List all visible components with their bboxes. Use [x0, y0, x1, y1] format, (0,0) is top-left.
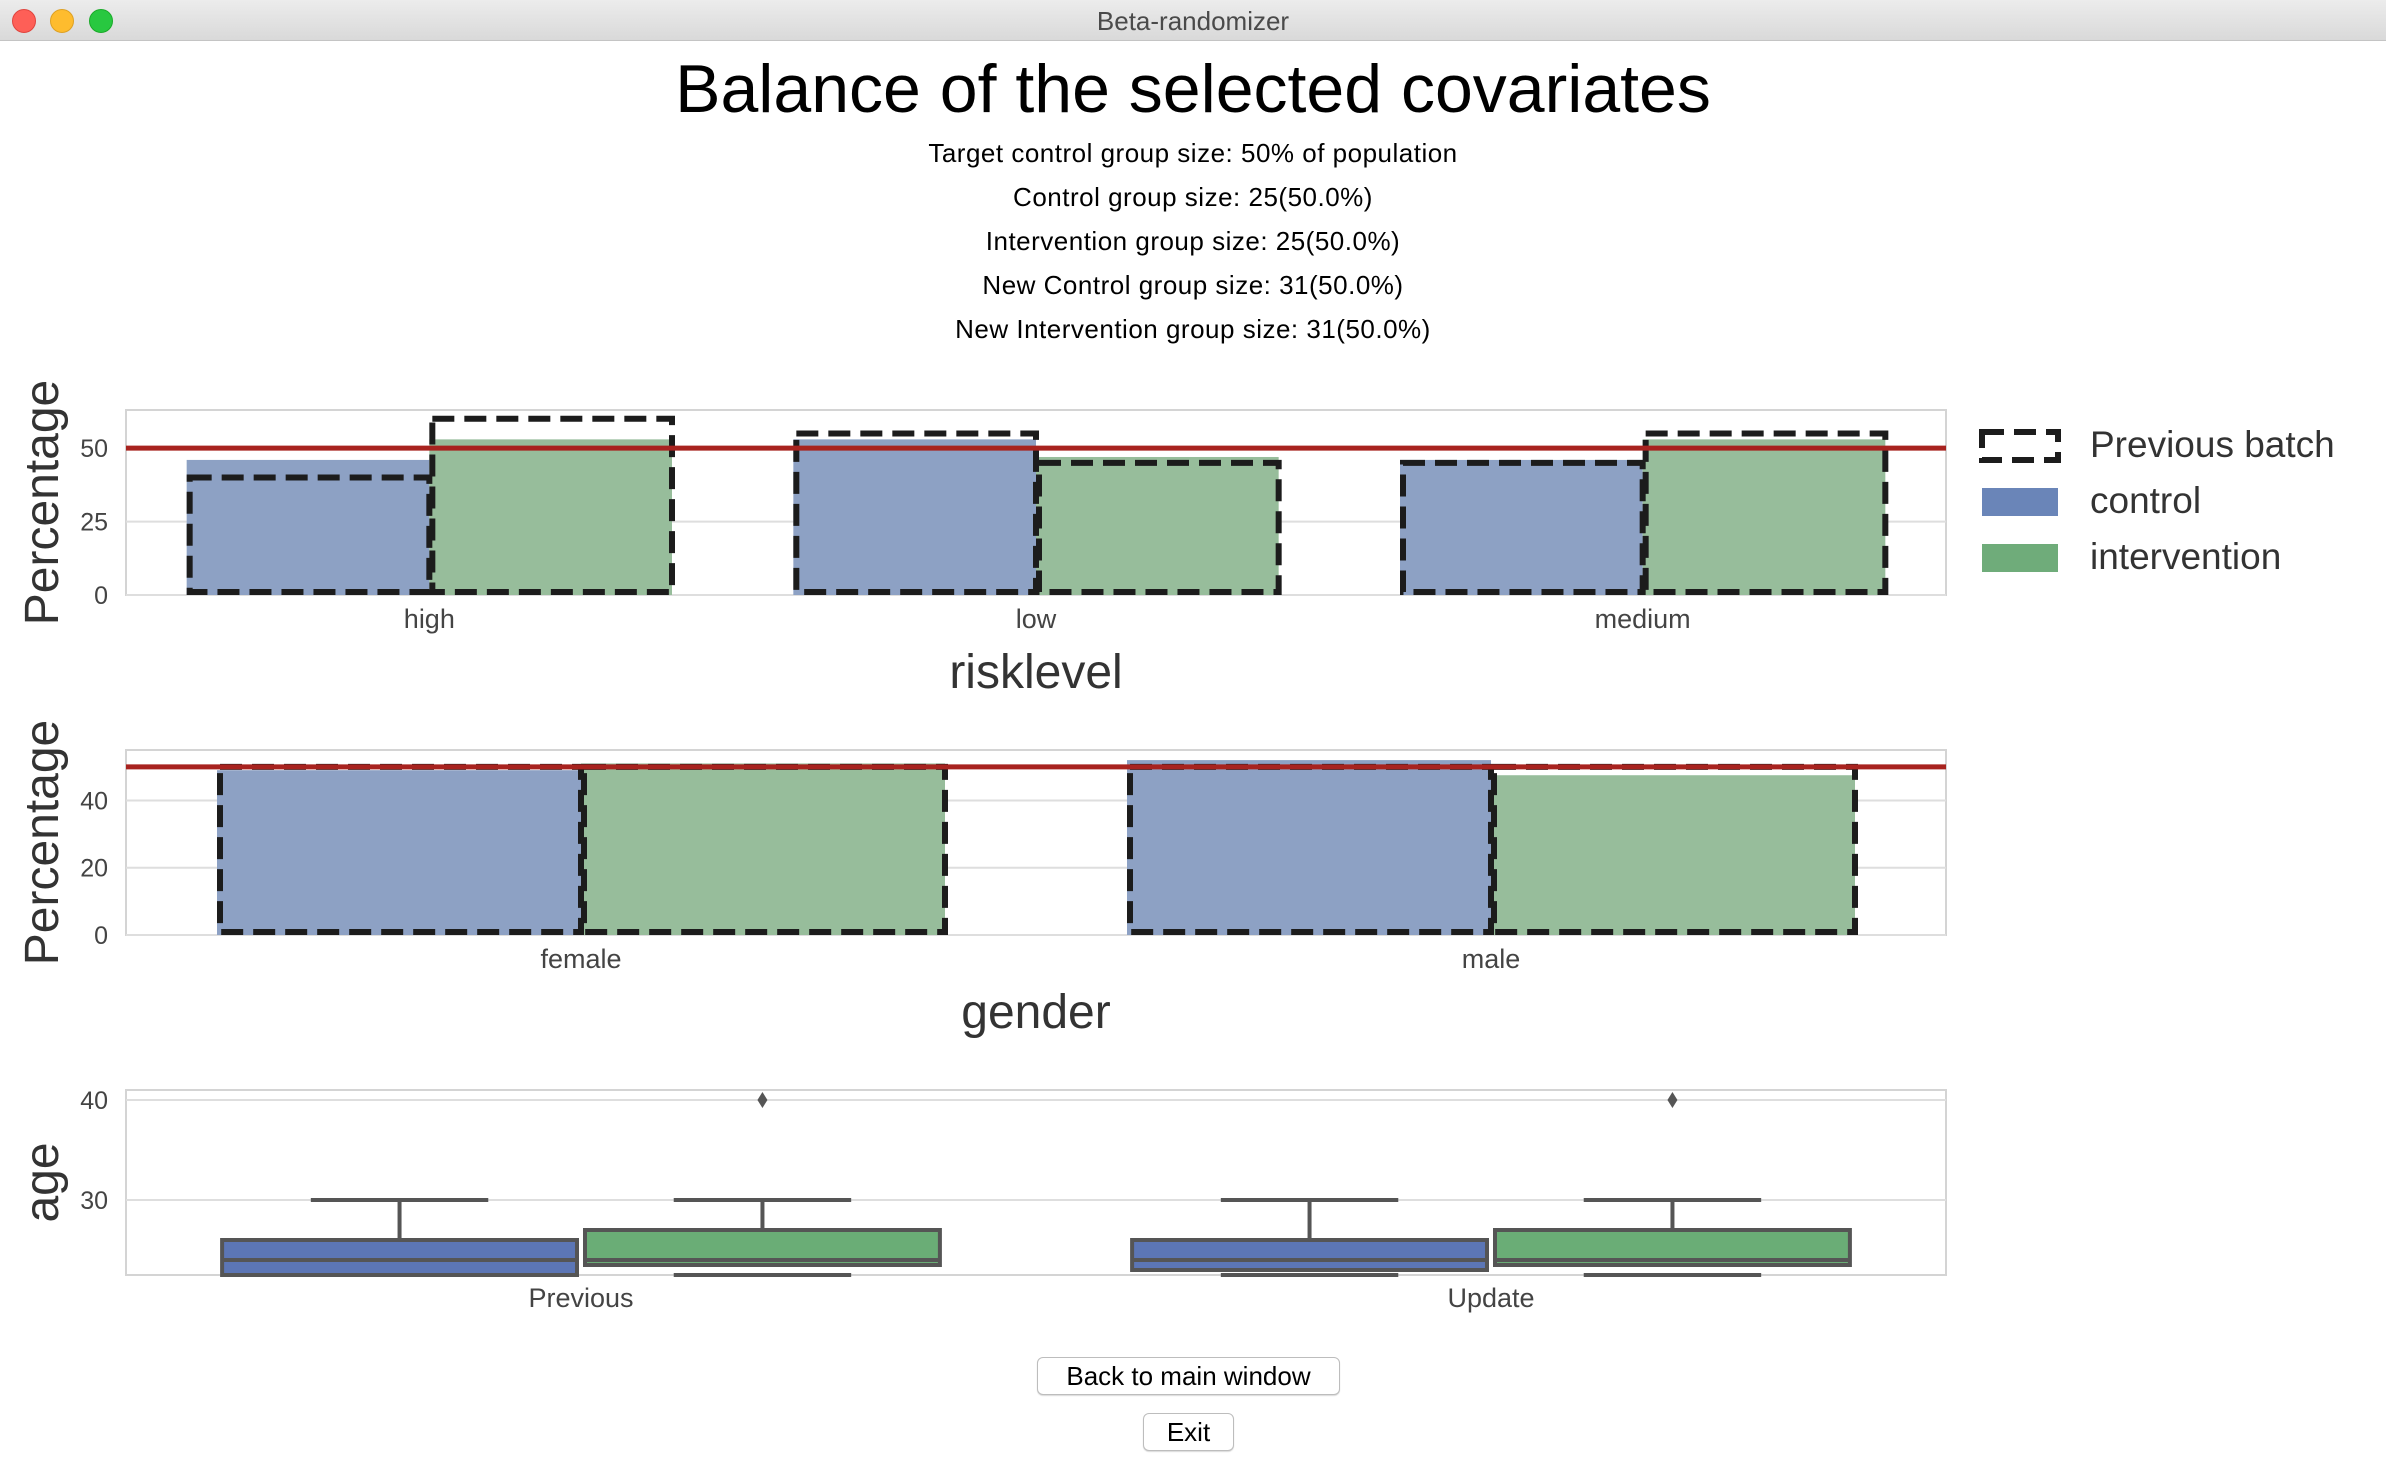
- legend-swatch-previous-batch: [1979, 429, 2061, 463]
- target-size-text: Target control group size: 50% of popula…: [928, 138, 1458, 168]
- previous-batch-outline-control-medium: [1400, 459, 1646, 595]
- y-axis-label: Percentage: [16, 720, 69, 966]
- chart-panel-0: 0 25 50 Percentage risklevel high low medium: [16, 380, 1947, 699]
- intervention-bar-high: [429, 439, 672, 595]
- previous-batch-outline-intervention-high: [429, 415, 676, 595]
- control-bar-female: [217, 770, 581, 935]
- intervention-bar-female: [581, 763, 945, 935]
- y-tick-label: 50: [80, 435, 108, 463]
- x-tick-label: low: [1016, 604, 1057, 634]
- intervention-bar-low: [1036, 456, 1279, 595]
- legend-label: intervention: [2090, 536, 2281, 577]
- title-bar[interactable]: Beta-randomizer: [0, 0, 2386, 41]
- control-box-Update: [1130, 1238, 1489, 1272]
- page-title: Balance of the selected covariates: [675, 51, 1711, 127]
- previous-batch-outline-intervention-low: [1036, 459, 1282, 595]
- control-bar-low: [793, 439, 1036, 595]
- back-to-main-window-button[interactable]: Back to main window: [1037, 1357, 1340, 1395]
- x-tick-label: medium: [1595, 604, 1691, 634]
- control-bar-male: [1127, 760, 1491, 935]
- y-tick-label: 0: [94, 922, 108, 950]
- x-tick-label: male: [1462, 944, 1521, 974]
- intervention-bar-medium: [1642, 439, 1886, 595]
- new-intervention-size-text: New Intervention group size: 31(50.0%): [955, 314, 1431, 344]
- x-axis-label: gender: [961, 986, 1110, 1039]
- new-control-size-text: New Control group size: 31(50.0%): [982, 270, 1404, 300]
- minimize-window-button[interactable]: [50, 9, 74, 33]
- legend-label: Previous batch: [2090, 424, 2335, 465]
- chart-panel-2: 30 40 age Previous Update: [16, 1087, 1947, 1313]
- y-tick-label: 25: [80, 509, 108, 537]
- outlier-point: [1667, 1092, 1678, 1108]
- y-tick-label: 0: [94, 582, 108, 610]
- window-title: Beta-randomizer: [1096, 6, 1290, 36]
- zoom-window-button[interactable]: [89, 9, 113, 33]
- close-window-button[interactable]: [12, 9, 36, 33]
- y-tick-label: 40: [80, 787, 108, 815]
- y-tick-label: 20: [80, 855, 108, 883]
- legend-swatch-control: [1982, 488, 2058, 516]
- covariate-balance-charts: 0 25 50 Percentage risklevel high low medium 0 20…: [16, 380, 2335, 1313]
- exit-button[interactable]: Exit: [1143, 1413, 1234, 1451]
- previous-batch-outline-intervention-medium: [1642, 430, 1889, 595]
- y-axis-label: age: [16, 1142, 69, 1222]
- x-axis-label: risklevel: [949, 646, 1122, 699]
- x-tick-label: high: [404, 604, 455, 634]
- control-bar-medium: [1400, 459, 1643, 595]
- y-axis-label: Percentage: [16, 380, 69, 626]
- chart-panel-1: 0 20 40 Percentage gender female male: [16, 720, 1947, 1039]
- intervention-bar-male: [1491, 775, 1855, 935]
- control-size-text: Control group size: 25(50.0%): [1013, 182, 1373, 212]
- control-bar-high: [186, 459, 430, 595]
- outlier-point: [757, 1092, 768, 1108]
- y-tick-label: 30: [80, 1187, 108, 1215]
- x-tick-label: female: [540, 944, 621, 974]
- chart-legend: Previous batch control intervention: [1979, 424, 2335, 577]
- legend-label: control: [2090, 480, 2201, 521]
- y-tick-label: 40: [80, 1087, 108, 1115]
- previous-batch-outline-control-low: [793, 430, 1039, 595]
- control-box-Previous: [220, 1238, 579, 1277]
- x-tick-label: Previous: [528, 1283, 633, 1313]
- intervention-size-text: Intervention group size: 25(50.0%): [985, 226, 1401, 256]
- x-tick-label: Update: [1447, 1283, 1534, 1313]
- legend-swatch-intervention: [1982, 544, 2058, 572]
